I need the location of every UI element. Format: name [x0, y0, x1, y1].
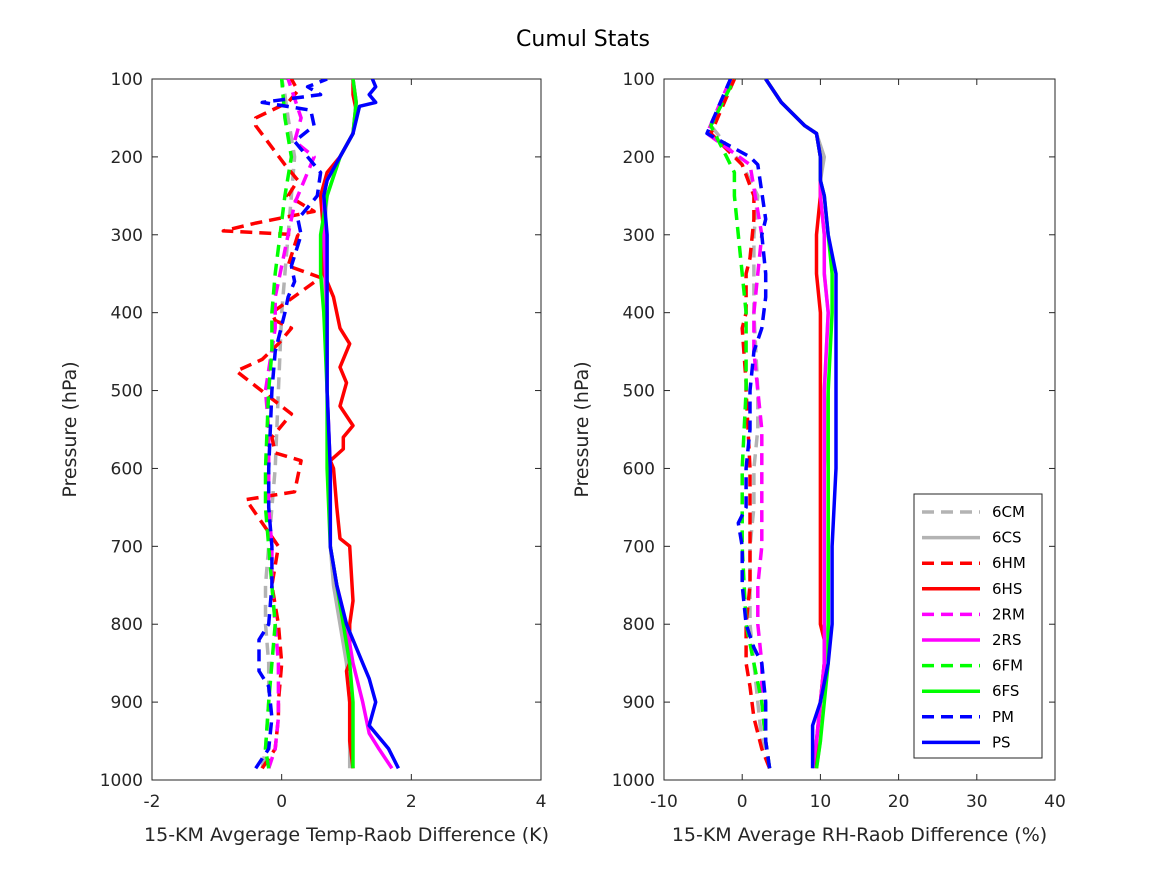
x-axis-label: 15-KM Avgerage Temp-Raob Difference (K) [144, 824, 549, 846]
y-tick-label: 200 [111, 148, 143, 168]
y-tick-label: 400 [111, 304, 143, 324]
series-line-6cm [260, 79, 297, 769]
y-tick-label: 800 [623, 615, 655, 635]
legend-label-6cm: 6CM [992, 503, 1025, 521]
legend-label-pm: PM [992, 708, 1014, 726]
y-tick-label: 600 [111, 459, 143, 479]
x-axis-label: 15-KM Average RH-Raob Difference (%) [672, 824, 1047, 846]
x-tick-label: 30 [966, 792, 988, 812]
series-line-2rm [263, 79, 316, 769]
legend-label-6cs: 6CS [992, 529, 1022, 547]
legend-label-2rs: 2RS [992, 631, 1022, 649]
y-axis-label: Pressure (hPa) [59, 361, 81, 497]
y-tick-label: 200 [623, 148, 655, 168]
legend-label-6hs: 6HS [992, 580, 1022, 598]
series-line-2rm [705, 79, 772, 769]
legend-label-6fm: 6FM [992, 657, 1023, 675]
temp-difference-panel: -2 0 2 4 100 200 300 400 500 600 700 800 900 1000 15-K… [59, 70, 549, 846]
series-line-pm [705, 79, 772, 769]
y-tick-label: 900 [111, 693, 143, 713]
x-tick-label: 0 [276, 792, 287, 812]
y-tick-label: 1000 [612, 771, 655, 791]
y-tick-label: 700 [111, 537, 143, 557]
legend-label-2rm: 2RM [992, 605, 1025, 623]
y-tick-label: 300 [623, 226, 655, 246]
y-tick-label: 500 [623, 382, 655, 402]
x-tick-label: 2 [406, 792, 417, 812]
y-tick-label: 800 [111, 615, 143, 635]
figure-title: Cumul Stats [516, 27, 650, 52]
series-line-ps [322, 79, 400, 770]
y-tick-label: 100 [111, 70, 143, 90]
y-tick-label: 500 [111, 382, 143, 402]
y-tick-label: 1000 [100, 771, 143, 791]
x-tick-label: 20 [888, 792, 910, 812]
legend-label-6fs: 6FS [992, 682, 1019, 700]
y-tick-label: 600 [623, 459, 655, 479]
legend-label-ps: PS [992, 733, 1011, 751]
series-line-pm [254, 79, 328, 770]
x-tick-label: -2 [144, 792, 161, 812]
x-tick-label: 4 [536, 792, 547, 812]
y-tick-label: 700 [623, 537, 655, 557]
x-tick-label: 10 [810, 792, 832, 812]
series-group [705, 79, 838, 769]
y-tick-label: 300 [111, 226, 143, 246]
x-tick-label: -10 [650, 792, 678, 812]
x-tick-label: 0 [737, 792, 748, 812]
legend: 6CM 6CS 6HM 6HS 2RM 2RS 6FM 6FS PM PS [913, 493, 1043, 759]
y-tick-label: 400 [623, 304, 655, 324]
y-tick-label: 900 [623, 693, 655, 713]
y-tick-label: 100 [623, 70, 655, 90]
series-line-6fm [709, 79, 772, 769]
y-axis-label: Pressure (hPa) [571, 361, 593, 497]
series-group [221, 79, 400, 770]
legend-label-6hm: 6HM [992, 554, 1026, 572]
x-tick-label: 40 [1044, 792, 1066, 812]
series-line-ps [764, 79, 838, 769]
